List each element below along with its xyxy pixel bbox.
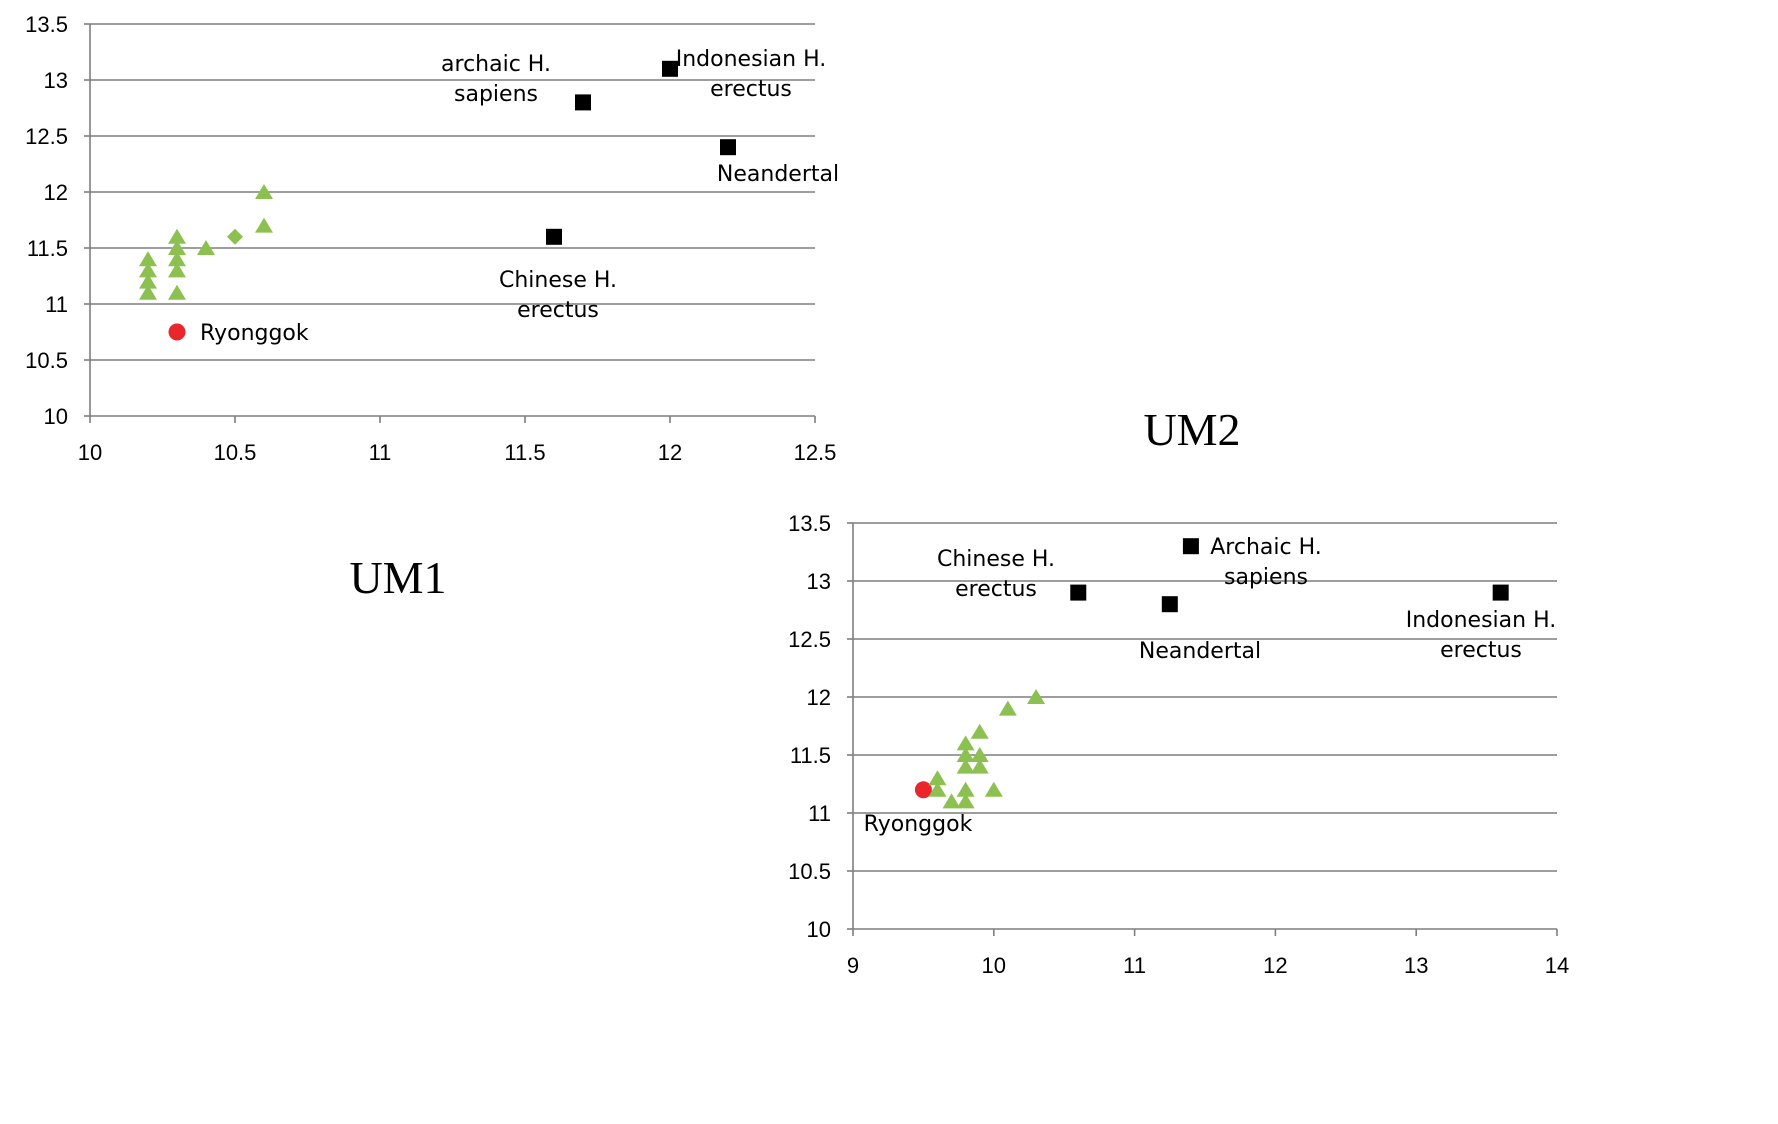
- point-modern-triangle: [956, 793, 975, 809]
- y-tick-label: 13.5: [788, 511, 831, 536]
- point-modern-triangle: [139, 273, 157, 289]
- point-label: Ryonggok: [864, 812, 973, 837]
- y-tick-label: 12.5: [788, 627, 831, 652]
- chart-title: UM1: [349, 552, 446, 603]
- point-ryonggok: [168, 323, 186, 341]
- point-modern-diamond: [227, 228, 243, 245]
- point-modern-triangle: [168, 228, 186, 244]
- y-tick-label: 10: [807, 917, 831, 942]
- x-tick-label: 10: [78, 440, 102, 465]
- x-tick-label: 12: [1263, 953, 1287, 978]
- point-modern-triangle: [168, 240, 186, 255]
- point-modern-triangle: [956, 781, 975, 797]
- point-modern-triangle: [139, 284, 157, 300]
- point-label: erectus: [710, 77, 792, 102]
- point-label: Ryonggok: [200, 321, 309, 346]
- y-tick-label: 10.5: [25, 348, 68, 373]
- point-modern-triangle: [998, 700, 1017, 716]
- x-tick-label: 13: [1404, 953, 1428, 978]
- y-tick-label: 11.5: [27, 236, 68, 261]
- point-modern-triangle: [942, 793, 961, 809]
- x-tick-label: 10.5: [214, 440, 257, 465]
- point-label: Chinese H.: [499, 268, 617, 293]
- point-modern-triangle: [197, 240, 215, 255]
- point-ryonggok: [914, 781, 932, 799]
- x-tick-label: 11: [369, 440, 392, 465]
- point-modern-triangle: [168, 262, 186, 278]
- x-tick-label: 10: [982, 953, 1006, 978]
- point-modern-triangle: [970, 723, 989, 739]
- point-modern-triangle: [255, 217, 273, 233]
- point-modern-triangle: [928, 781, 947, 797]
- x-tick-label: 11.5: [504, 440, 545, 465]
- point-modern-triangle: [139, 251, 157, 267]
- point-label: sapiens: [454, 82, 538, 107]
- point-label: archaic H.: [441, 52, 551, 77]
- point-modern-triangle: [970, 758, 989, 774]
- point-label: erectus: [955, 577, 1037, 602]
- point-label: erectus: [517, 298, 599, 323]
- x-tick-label: 11: [1123, 953, 1146, 978]
- point-label: Indonesian H.: [676, 47, 826, 72]
- point-label: Neandertal: [717, 162, 839, 187]
- point-fossil-square: [1492, 584, 1509, 601]
- point-modern-triangle: [970, 747, 989, 762]
- point-fossil-square: [662, 60, 678, 77]
- y-tick-label: 11.5: [790, 743, 831, 768]
- point-modern-triangle: [956, 747, 975, 762]
- y-tick-label: 10: [44, 404, 68, 429]
- y-tick-label: 11: [808, 801, 831, 826]
- point-fossil-square: [1161, 596, 1178, 613]
- point-label: Indonesian H.: [1406, 608, 1556, 633]
- point-label: erectus: [1440, 638, 1522, 663]
- x-tick-label: 14: [1545, 953, 1569, 978]
- point-fossil-square: [546, 228, 562, 245]
- point-label: sapiens: [1224, 565, 1308, 590]
- chart-um2: UM2 10 10.5 11 11.5 12 12.5 13 13.5 9 10 11 12 13 14 Ch…: [788, 404, 1569, 978]
- point-modern-triangle: [928, 770, 947, 786]
- x-tick-label: 12.5: [794, 440, 837, 465]
- y-tick-label: 12: [44, 180, 68, 205]
- y-tick-label: 10.5: [788, 859, 831, 884]
- point-modern-triangle: [956, 735, 975, 751]
- chart-title: UM2: [1143, 404, 1240, 455]
- point-modern-triangle: [139, 262, 157, 278]
- point-modern-triangle: [984, 781, 1003, 797]
- point-modern-triangle: [168, 251, 186, 267]
- point-modern-triangle: [168, 284, 186, 300]
- y-tick-label: 11: [45, 292, 68, 317]
- y-tick-label: 12.5: [25, 124, 68, 149]
- point-modern-triangle: [956, 758, 975, 774]
- y-tick-label: 12: [807, 685, 831, 710]
- chart-um1: UM1 10 10.5 11 11.5 12 12.5 13 13.5 10 10.5 11 11.5 1…: [25, 12, 839, 603]
- y-tick-label: 13.5: [25, 12, 68, 37]
- point-modern-triangle: [1027, 689, 1046, 704]
- point-modern-triangle: [255, 184, 273, 199]
- point-fossil-square: [720, 139, 736, 156]
- point-label: Chinese H.: [937, 547, 1055, 572]
- point-label: Neandertal: [1139, 639, 1261, 664]
- x-tick-label: 9: [847, 953, 859, 978]
- point-fossil-square: [575, 94, 591, 111]
- x-tick-label: 12: [658, 440, 682, 465]
- y-tick-label: 13: [44, 68, 68, 93]
- point-fossil-square: [1070, 584, 1087, 601]
- point-label: Archaic H.: [1210, 535, 1321, 560]
- y-tick-label: 13: [807, 569, 831, 594]
- point-fossil-square: [1182, 538, 1199, 555]
